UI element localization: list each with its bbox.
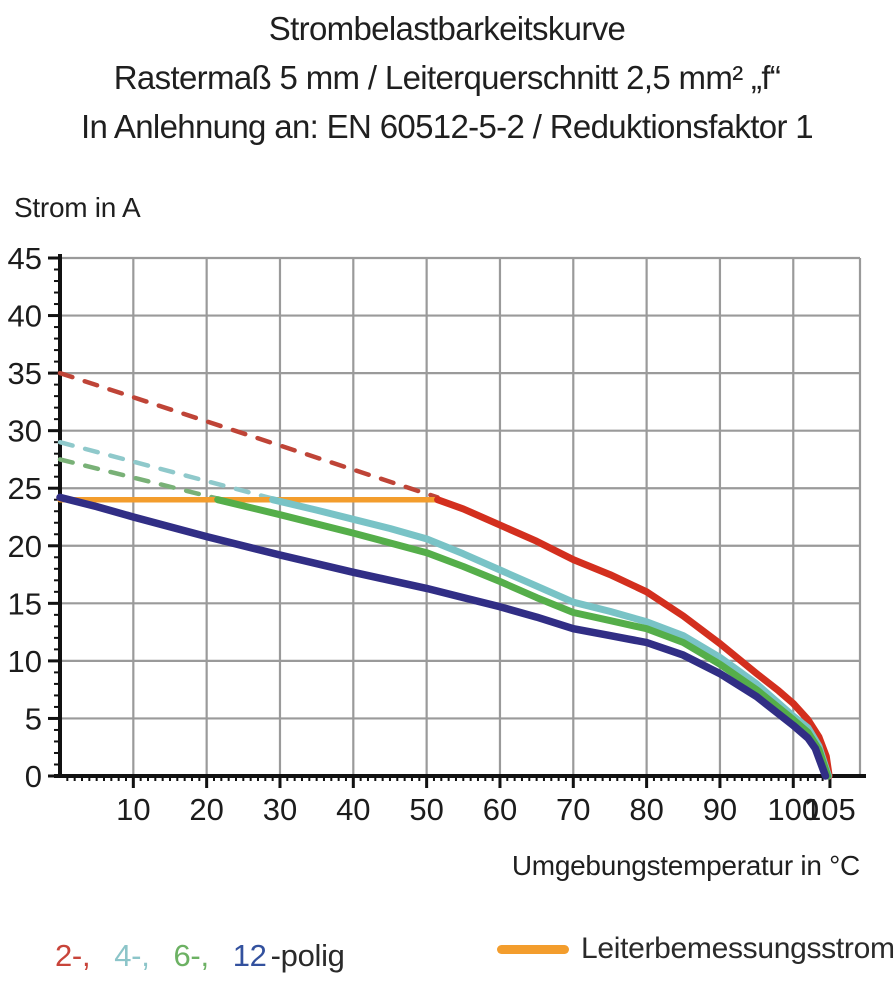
curve-6-polig xyxy=(214,496,832,780)
rated-current-line-swatch xyxy=(497,944,569,954)
x-tick-label-90: 90 xyxy=(703,792,737,827)
chart-title-line3: In Anlehnung an: EN 60512-5-2 / Reduktio… xyxy=(80,108,814,145)
y-tick-label-40: 40 xyxy=(8,299,42,334)
y-tick-label-10: 10 xyxy=(8,644,42,679)
curve-12-polig xyxy=(56,493,830,780)
x-tick-label-100: 100 xyxy=(767,792,819,827)
legend-pole-4: 4-, xyxy=(114,938,150,973)
rated-current-label: Leiterbemessungsstrom xyxy=(581,932,894,965)
chart-title-line2: Rastermaß 5 mm / Leiterquerschnitt 2,5 m… xyxy=(113,59,781,96)
y-tick-label-0: 0 xyxy=(25,759,42,794)
curve-2-polig-dashed-above-rated xyxy=(57,370,440,500)
curve-4-polig xyxy=(269,496,832,780)
legend-pole-6: 6-, xyxy=(173,938,210,973)
y-tick-label-20: 20 xyxy=(8,529,42,564)
y-tick-label-30: 30 xyxy=(8,414,42,449)
chart-title-block: Strombelastbarkeitskurve Rastermaß 5 mm … xyxy=(0,4,894,151)
x-tick-label-105: 105 xyxy=(804,792,856,827)
curve-2-polig xyxy=(434,496,833,780)
y-tick-label-45: 45 xyxy=(8,241,42,276)
y-tick-label-15: 15 xyxy=(8,586,42,621)
x-tick-label-20: 20 xyxy=(189,792,223,827)
x-tick-label-80: 80 xyxy=(629,792,663,827)
x-tick-label-40: 40 xyxy=(336,792,370,827)
x-tick-label-30: 30 xyxy=(263,792,297,827)
legend-pole-suffix: -polig xyxy=(270,938,345,973)
y-tick-label-35: 35 xyxy=(8,356,42,391)
x-tick-label-60: 60 xyxy=(483,792,517,827)
legend: 2-, 4-, 6-, 12 -polig Leiterbemessungsst… xyxy=(0,932,894,984)
curve-6-polig-dashed-above-rated xyxy=(57,457,220,501)
legend-rated-current: Leiterbemessungsstrom xyxy=(497,932,894,966)
x-axis-title: Umgebungstemperatur in °C xyxy=(511,850,860,881)
y-tick-label-5: 5 xyxy=(25,701,42,736)
chart-title-line1: Strombelastbarkeitskurve xyxy=(268,10,626,47)
legend-poles: 2-, 4-, 6-, 12 -polig xyxy=(55,938,345,974)
legend-pole-2: 2-, xyxy=(55,938,91,973)
y-tick-label-25: 25 xyxy=(8,471,42,506)
curve-4-polig-dashed-above-rated xyxy=(57,439,275,501)
x-tick-label-10: 10 xyxy=(116,792,150,827)
x-tick-label-50: 50 xyxy=(409,792,443,827)
y-axis-title: Strom in A xyxy=(14,192,141,223)
x-tick-label-70: 70 xyxy=(556,792,590,827)
legend-pole-12: 12 xyxy=(232,938,267,973)
